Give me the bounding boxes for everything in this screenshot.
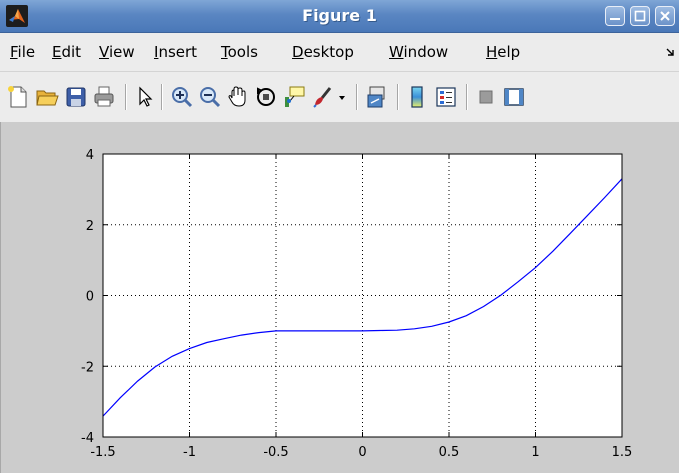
window-title: Figure 1 <box>302 6 377 25</box>
open-file-icon <box>36 90 59 106</box>
insert-colorbar-button[interactable] <box>405 85 429 109</box>
brush-dropdown-button[interactable] <box>336 85 348 109</box>
save-figure-icon <box>66 87 86 107</box>
menu-window[interactable]: Window <box>389 43 449 61</box>
menu-file[interactable]: File <box>10 43 36 61</box>
toolbar-separator <box>397 84 399 110</box>
minimize-icon <box>610 18 620 20</box>
open-file-button[interactable] <box>35 85 59 109</box>
toolbar-separator <box>356 84 358 110</box>
close-icon <box>660 11 670 21</box>
edit-plot-icon <box>139 86 153 107</box>
link-plot-icon <box>367 86 385 108</box>
title-bar[interactable]: Figure 1 <box>0 0 679 33</box>
menu-tools[interactable]: Tools <box>221 43 258 61</box>
zoom-out-button[interactable] <box>198 85 222 109</box>
save-figure-button[interactable] <box>64 85 88 109</box>
edit-plot-button[interactable] <box>133 85 157 109</box>
menu-bar: File Edit View Insert Tools Desktop Wind… <box>0 33 679 71</box>
y-tick-label: 2 <box>86 219 94 234</box>
figure-canvas: -1.5 -1 -0.5 0 0.5 1 1.5 -4 -2 0 2 4 <box>0 122 679 473</box>
insert-legend-icon <box>436 87 456 107</box>
pan-icon <box>228 86 246 107</box>
figure-toolbar <box>0 71 679 123</box>
data-cursor-icon <box>285 86 305 107</box>
zoom-out-icon <box>200 87 221 108</box>
matlab-logo-icon <box>6 5 28 27</box>
x-tick-label: 0.5 <box>439 445 460 460</box>
y-tick-label: -4 <box>81 431 94 446</box>
y-tick-label: -2 <box>81 360 94 375</box>
plot-axes[interactable]: -1.5 -1 -0.5 0 0.5 1 1.5 -4 -2 0 2 4 <box>0 122 679 473</box>
menu-insert[interactable]: Insert <box>154 43 198 61</box>
rotate-3d-button[interactable] <box>254 85 278 109</box>
maximize-button[interactable] <box>630 6 650 26</box>
series-line <box>102 178 623 417</box>
toolbar-separator <box>125 84 127 110</box>
show-plot-tools-icon <box>504 88 524 106</box>
rotate-3d-icon <box>257 87 275 106</box>
zoom-in-icon <box>172 87 193 108</box>
x-tick-label: -1 <box>183 445 196 460</box>
menu-view[interactable]: View <box>99 43 135 61</box>
hide-plot-tools-icon <box>479 90 493 104</box>
toolbar-separator <box>466 84 468 110</box>
x-tick-label: -1.5 <box>90 445 115 460</box>
new-figure-icon <box>8 86 27 108</box>
menu-edit[interactable]: Edit <box>52 43 82 61</box>
x-tick-label: 1.5 <box>612 445 633 460</box>
show-plot-tools-button[interactable] <box>502 85 526 109</box>
menu-desktop[interactable]: Desktop <box>292 43 354 61</box>
pan-button[interactable] <box>226 85 250 109</box>
maximize-icon <box>634 10 646 22</box>
y-tick-label: 4 <box>86 148 94 163</box>
x-tick-label: 1 <box>531 445 539 460</box>
brush-icon <box>313 87 332 108</box>
hide-plot-tools-button[interactable] <box>474 85 498 109</box>
brush-button[interactable] <box>310 85 334 109</box>
x-tick-label: -0.5 <box>263 445 288 460</box>
print-figure-button[interactable] <box>92 85 116 109</box>
link-plot-button[interactable] <box>365 85 389 109</box>
minimize-button[interactable] <box>605 6 625 26</box>
toolbar-separator <box>161 84 163 110</box>
print-figure-icon <box>94 86 114 107</box>
menu-help[interactable]: Help <box>486 43 521 61</box>
menu-overflow-icon[interactable] <box>665 47 675 57</box>
y-tick-label: 0 <box>86 290 94 305</box>
data-cursor-button[interactable] <box>282 85 306 109</box>
x-tick-label: 0 <box>358 445 366 460</box>
zoom-in-button[interactable] <box>170 85 194 109</box>
brush-dropdown-icon <box>339 96 345 100</box>
insert-colorbar-icon <box>411 86 423 108</box>
insert-legend-button[interactable] <box>434 85 458 109</box>
new-figure-button[interactable] <box>6 85 30 109</box>
close-button[interactable] <box>655 6 675 26</box>
